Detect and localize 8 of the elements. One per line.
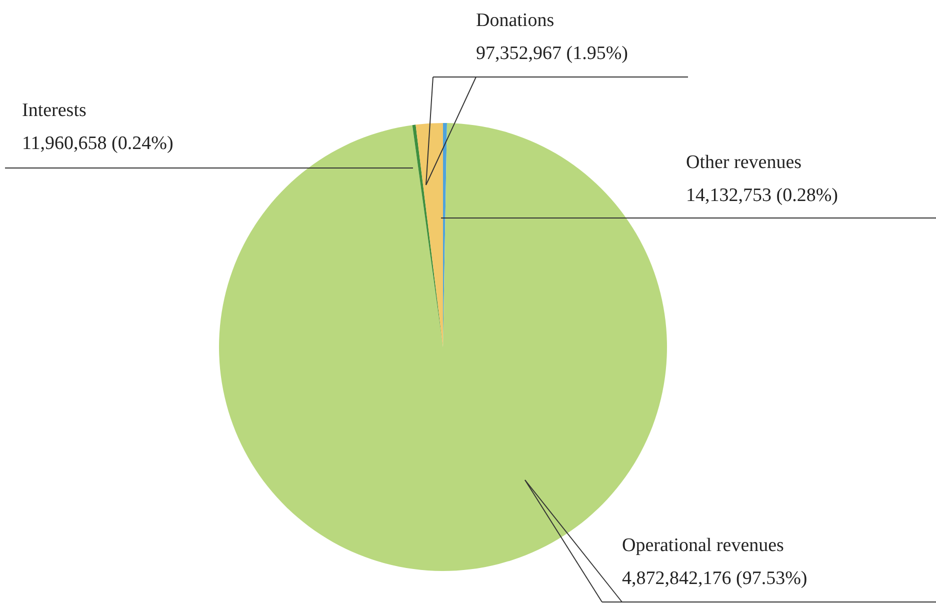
data-label: 4,872,842,176 (97.53%) <box>622 568 808 589</box>
data-label: 11,960,658 (0.24%) <box>22 133 174 154</box>
slice-label: Other revenues <box>686 152 802 173</box>
data-label: 97,352,967 (1.95%) <box>476 43 628 64</box>
data-label: 14,132,753 (0.28%) <box>686 185 838 206</box>
slice-label: Interests <box>22 100 86 121</box>
slice-label: Operational revenues <box>622 535 784 556</box>
slice-label: Donations <box>476 10 554 31</box>
